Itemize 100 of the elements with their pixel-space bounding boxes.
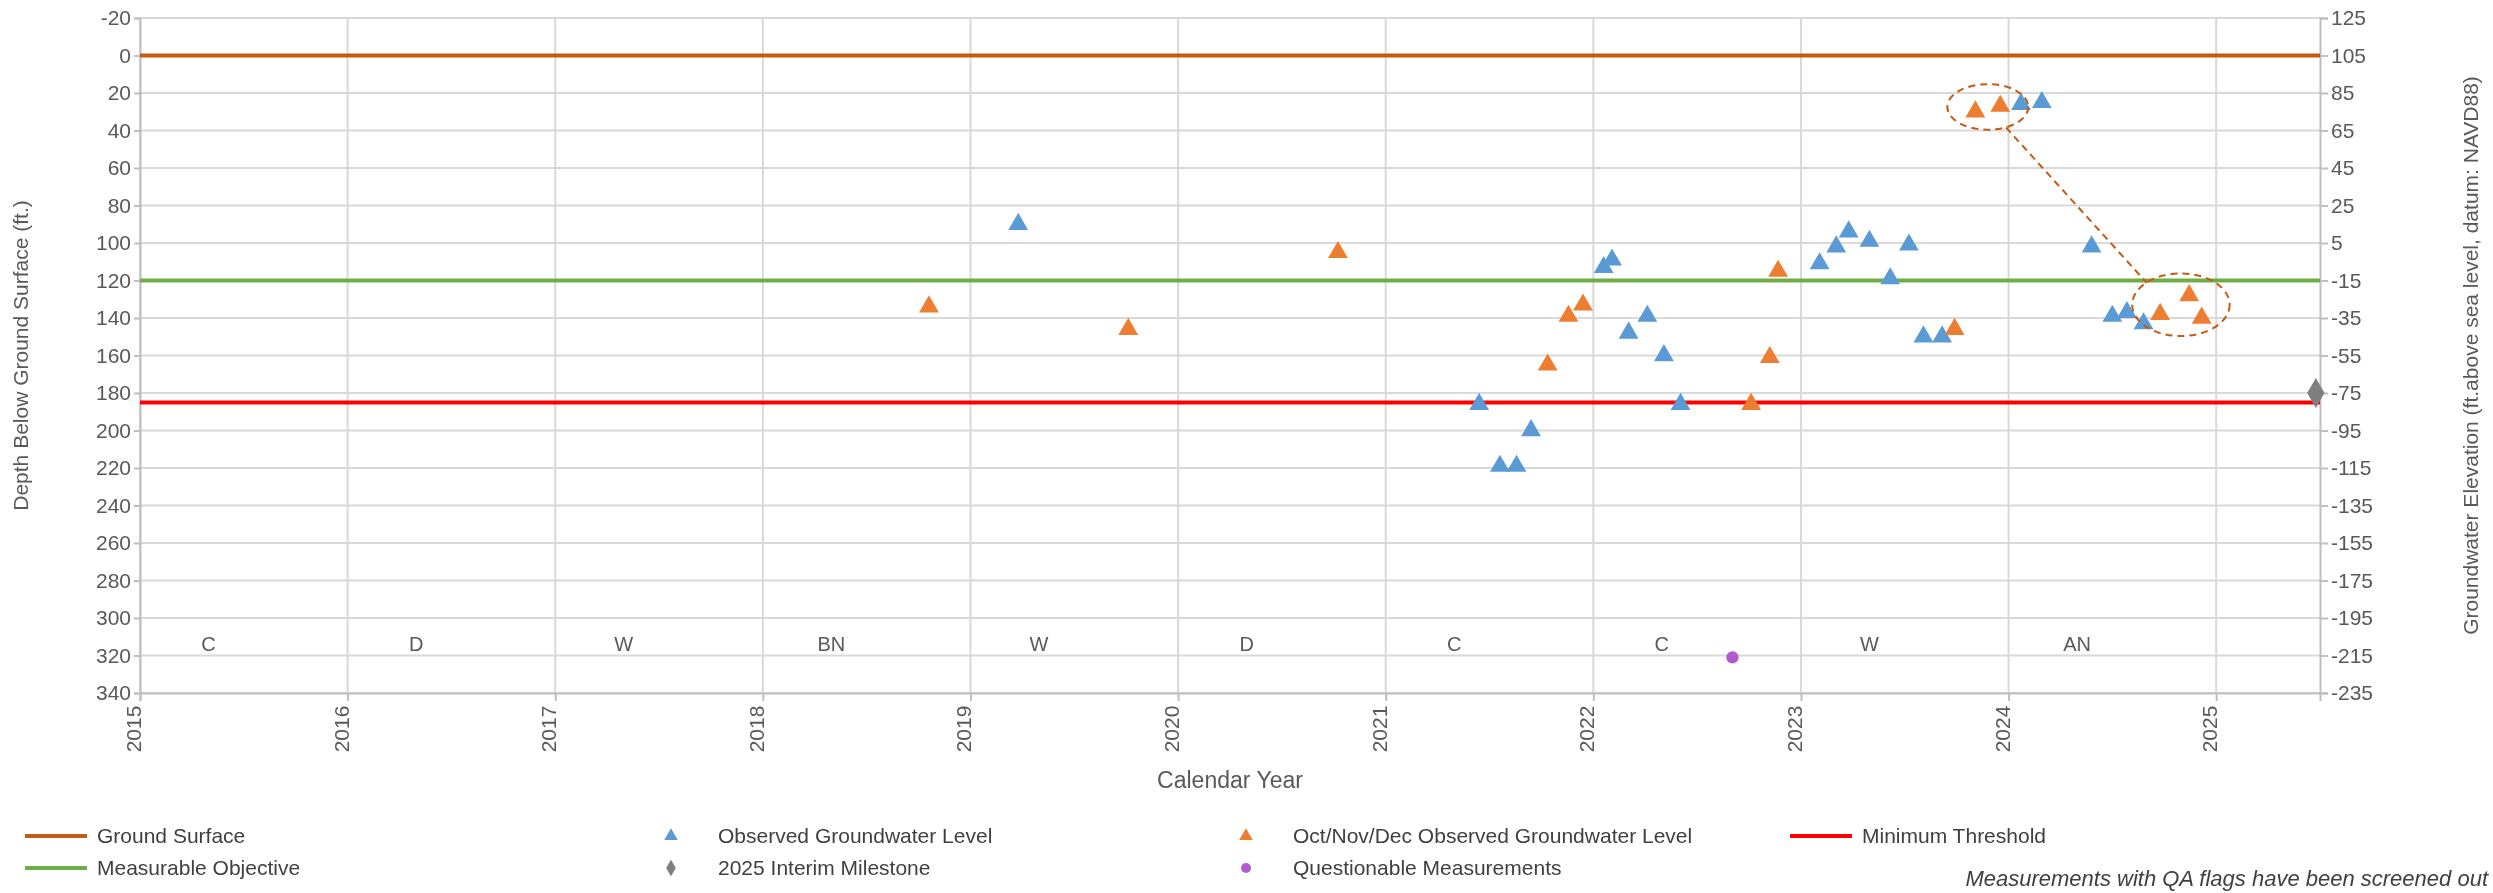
x-tick-label: 2015	[122, 705, 145, 753]
point	[1880, 267, 1901, 285]
x-tick-label: 2022	[1575, 705, 1599, 753]
point	[1859, 229, 1880, 247]
legend-label: Minimum Threshold	[1862, 824, 2047, 848]
y-axis-title: Depth Below Ground Surface (ft.)	[9, 200, 32, 511]
y2-axis-title: Groundwater Elevation (ft.above sea level, datum: NAVD88)	[2459, 76, 2482, 635]
y2-tick-label: 65	[2331, 118, 2355, 142]
y2-tick-label: 105	[2331, 43, 2367, 67]
point	[2150, 302, 2171, 320]
point	[1506, 454, 1527, 472]
legend-label: Measurable Objective	[97, 856, 301, 880]
annotation: D	[408, 632, 424, 655]
point	[1826, 235, 1847, 253]
annotation: BN	[817, 632, 846, 655]
x-tick-label: 2024	[1990, 705, 2014, 753]
point	[1670, 392, 1691, 410]
y-tick-label: 60	[107, 156, 131, 180]
point	[1637, 304, 1658, 322]
y2-tick-label: -95	[2331, 418, 2362, 442]
annotation: W	[1029, 632, 1049, 655]
point	[1118, 317, 1139, 335]
point	[1990, 94, 2011, 112]
annotation: AN	[2063, 632, 2091, 655]
point	[1768, 259, 1789, 277]
y2-tick-label: -235	[2331, 681, 2374, 705]
point	[2117, 300, 2137, 319]
y-tick-label: 280	[95, 568, 131, 592]
legend-label: Oct/Nov/Dec Observed Groundwater Level	[1293, 824, 1693, 848]
point	[1913, 325, 1934, 343]
y-tick-label: 160	[95, 343, 131, 367]
y2-tick-label: 45	[2331, 156, 2355, 180]
x-tick-label: 2019	[952, 705, 976, 753]
point	[1654, 344, 1674, 362]
point	[2011, 92, 2031, 110]
point	[1741, 392, 1762, 410]
y-tick-label: 40	[107, 118, 131, 142]
y-tick-label: 340	[95, 681, 131, 705]
point	[2179, 284, 2200, 302]
y2-tick-label: -215	[2331, 643, 2374, 667]
y-tick-label: 140	[95, 306, 131, 330]
point	[1521, 419, 1541, 437]
y2-tick-label: 125	[2331, 6, 2367, 30]
x-tick-label: 2020	[1160, 705, 1184, 753]
point	[1809, 252, 1830, 270]
annotation: C	[1654, 632, 1670, 655]
legend-label: Ground Surface	[97, 824, 246, 848]
point	[1328, 240, 1348, 259]
y2-tick-label: 25	[2331, 193, 2355, 217]
point	[1469, 392, 1490, 410]
y-tick-label: 80	[107, 193, 131, 217]
y-tick-label: 320	[95, 643, 131, 667]
point	[1558, 304, 1579, 322]
y-tick-label: 260	[95, 531, 131, 555]
point	[1602, 248, 1622, 266]
x-axis-title: Calendar Year	[1157, 767, 1304, 793]
y-tick-label: 200	[95, 418, 131, 442]
x-tick-label: 2018	[744, 705, 768, 753]
y-tick-label: 20	[107, 81, 131, 105]
point	[919, 295, 939, 313]
y-tick-label: 240	[95, 493, 131, 517]
y2-tick-label: -75	[2331, 381, 2362, 405]
legend-label: Observed Groundwater Level	[718, 824, 993, 848]
point	[1573, 293, 1593, 311]
legend-label: 2025 Interim Milestone	[718, 856, 931, 880]
text: Measurements with QA flags have been screened out	[1965, 866, 2489, 891]
y-tick-label: 0	[119, 43, 131, 67]
point	[1932, 325, 1953, 343]
y-tick-label: -20	[100, 6, 131, 30]
y2-tick-label: -35	[2331, 306, 2362, 330]
x-tick-label: 2023	[1782, 705, 1806, 753]
point	[1537, 353, 1558, 371]
point	[1965, 100, 1986, 118]
y2-tick-label: -195	[2331, 606, 2374, 630]
annotation: W	[614, 632, 634, 655]
annotation: C	[201, 632, 216, 655]
legend-label: Questionable Measurements	[1293, 856, 1562, 880]
y2-tick-label: -55	[2331, 343, 2362, 367]
point	[1008, 212, 1029, 230]
y-tick-label: 100	[95, 231, 131, 255]
annotation: D	[1239, 632, 1254, 655]
point	[2191, 306, 2212, 324]
y-tick-label: 120	[95, 268, 131, 292]
y2-tick-label: 85	[2331, 81, 2355, 105]
point	[2102, 304, 2123, 322]
point	[1838, 220, 1859, 238]
y-tick-label: 220	[95, 456, 131, 480]
point	[2031, 90, 2052, 109]
point	[1490, 454, 1510, 472]
x-tick-label: 2017	[537, 705, 561, 753]
annotation: C	[1447, 632, 1462, 655]
x-tick-label: 2021	[1367, 705, 1391, 753]
point	[1618, 321, 1639, 339]
y-tick-label: 300	[95, 606, 131, 630]
y2-tick-label: -135	[2331, 493, 2374, 517]
annotation: W	[1860, 632, 1880, 655]
x-tick-label: 2016	[329, 705, 353, 753]
y-tick-label: 180	[95, 381, 131, 405]
point	[1759, 345, 1780, 364]
y2-tick-label: -15	[2331, 268, 2362, 292]
